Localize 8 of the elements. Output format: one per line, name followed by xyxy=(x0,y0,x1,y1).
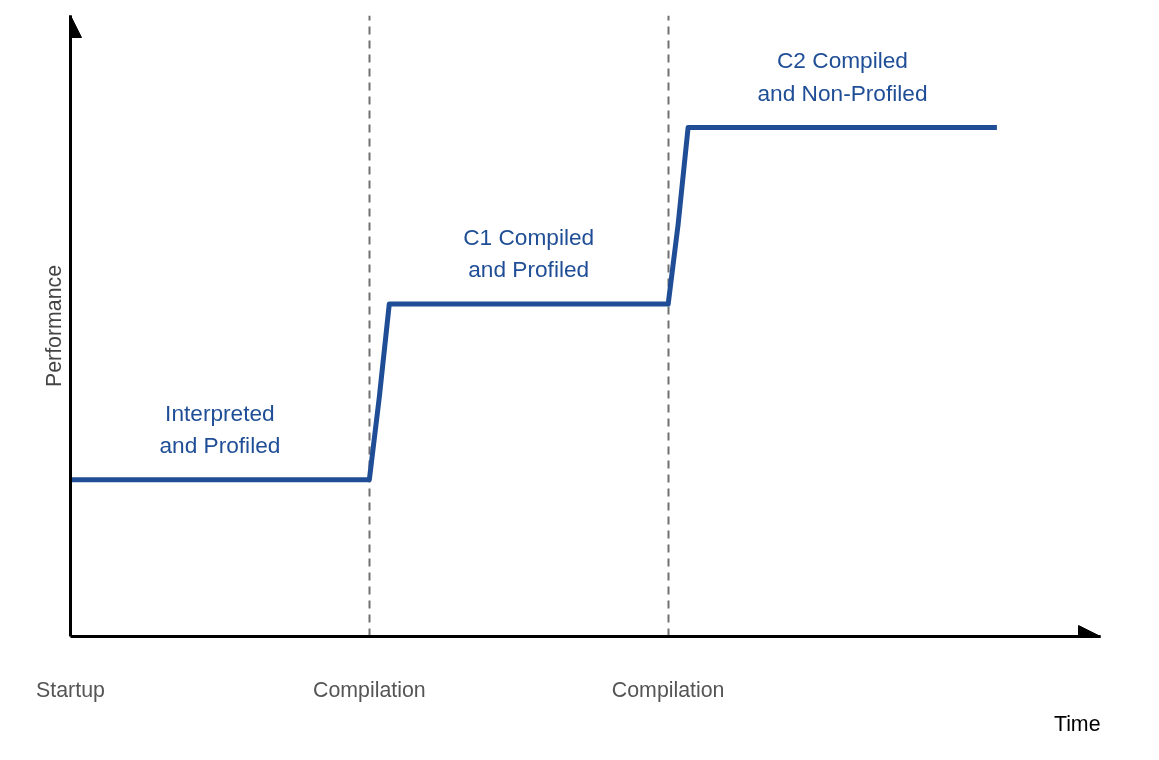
x-tick-label: Startup xyxy=(36,677,105,702)
x-tick-label: Compilation xyxy=(611,677,725,702)
text: C2 Compiled and Non-Profiled xyxy=(757,47,928,106)
y-axis-title: Performance xyxy=(41,264,66,388)
x-axis-title: Time xyxy=(1053,711,1101,736)
annotation: C1 Compiled and Profiled xyxy=(463,223,595,283)
annotation: Interpreted and Profiled xyxy=(159,399,281,459)
x-tick-label: Compilation xyxy=(313,677,426,702)
